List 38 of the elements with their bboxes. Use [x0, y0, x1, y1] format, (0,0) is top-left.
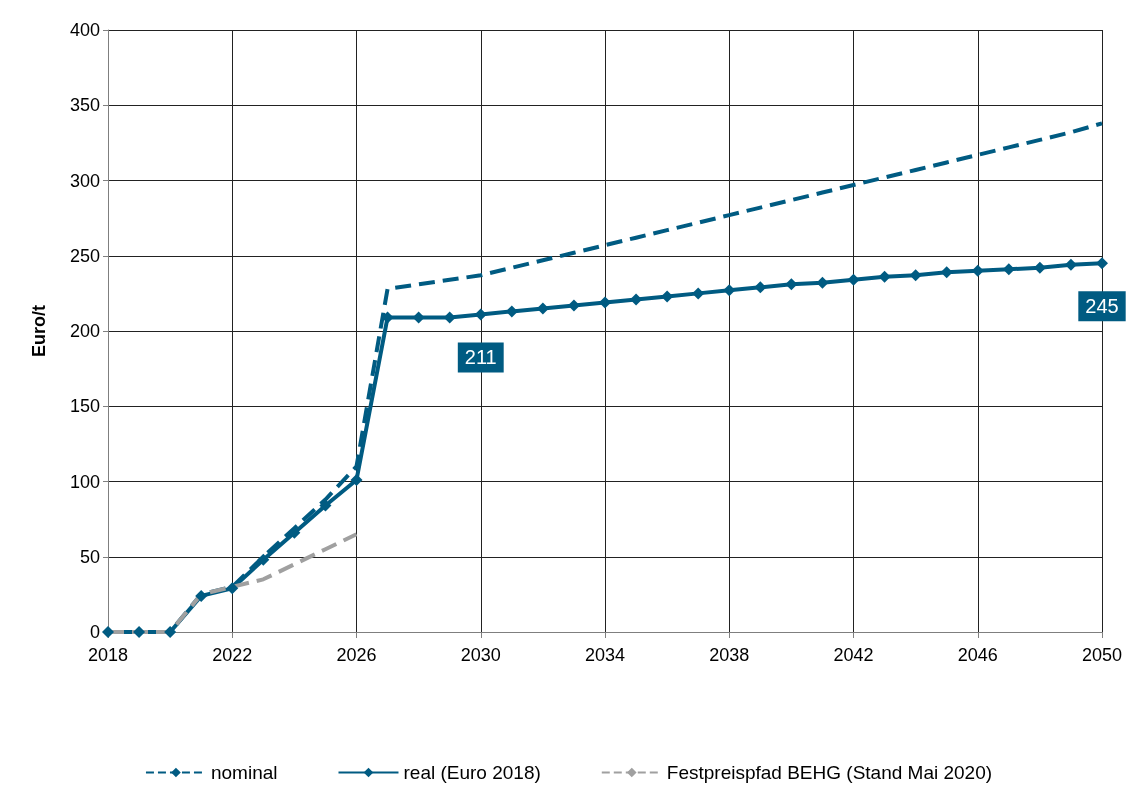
y-tick-label: 50: [79, 546, 100, 567]
point: [226, 582, 239, 595]
point: [847, 273, 860, 286]
y-tick-label: 350: [69, 95, 100, 116]
x-tick-label: 2050: [1081, 645, 1123, 665]
x-tick-label: 2046: [957, 645, 998, 665]
y-tick-label: 250: [69, 245, 100, 266]
point: [195, 589, 208, 602]
point: [692, 287, 705, 300]
point: [599, 296, 611, 309]
y-tick-label: 150: [69, 396, 100, 417]
x-tick-label: 2038: [709, 645, 750, 665]
y-axis-title: Euro/t: [29, 305, 49, 357]
legend-label: Festpreispfad BEHG (Stand Mai 2020): [666, 762, 993, 783]
x-tick-label: 2022: [212, 645, 253, 665]
point: [164, 626, 177, 638]
legend-label: real (Euro 2018): [403, 762, 541, 783]
point: [878, 270, 891, 283]
data-label: 245: [1085, 295, 1119, 318]
point: [350, 473, 363, 486]
point: [754, 281, 767, 294]
y-tick-label: 100: [69, 471, 100, 492]
y-tick-label: 200: [69, 321, 100, 341]
x-tick-label: 2034: [584, 645, 626, 665]
point: [102, 626, 114, 638]
point: [1096, 257, 1108, 270]
x-tick-label: 2042: [833, 645, 874, 665]
point: [133, 626, 146, 638]
y-tick-label: 400: [69, 20, 100, 40]
data-label: 211: [464, 346, 497, 369]
point: [257, 553, 270, 566]
legend-label: nominal: [210, 762, 278, 783]
y-tick-label: 300: [69, 170, 100, 191]
point: [723, 284, 736, 297]
x-tick-label: 2030: [460, 645, 501, 665]
x-tick-label: 2026: [336, 645, 377, 665]
x-tick-label: 2018: [87, 645, 129, 665]
y-tick-label: 0: [89, 622, 100, 642]
